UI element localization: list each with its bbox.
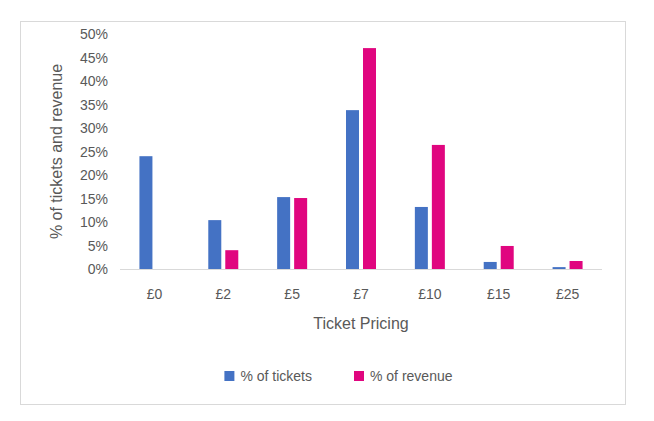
y-tick-label: 30% xyxy=(80,120,108,136)
chart-frame xyxy=(21,22,626,405)
y-tick-label: 15% xyxy=(80,191,108,207)
bar xyxy=(277,197,290,269)
x-tick-label: £25 xyxy=(556,286,580,302)
bar xyxy=(139,156,152,269)
bar xyxy=(501,246,514,269)
x-tick-label: £7 xyxy=(353,286,369,302)
x-tick-label: £10 xyxy=(418,286,442,302)
y-tick-label: 20% xyxy=(80,167,108,183)
legend-label: % of revenue xyxy=(370,368,453,384)
x-tick-label: £15 xyxy=(487,286,511,302)
y-tick-label: 0% xyxy=(88,261,108,277)
bar xyxy=(346,110,359,269)
bar xyxy=(363,48,376,269)
bar xyxy=(484,262,497,269)
bar xyxy=(553,267,566,269)
bar xyxy=(294,198,307,269)
y-tick-label: 50% xyxy=(80,26,108,42)
y-tick-label: 45% xyxy=(80,50,108,66)
y-tick-label: 40% xyxy=(80,73,108,89)
y-axis-label: % of tickets and revenue xyxy=(48,64,65,239)
bar xyxy=(415,207,428,269)
bar xyxy=(156,269,169,270)
x-tick-label: £2 xyxy=(215,286,231,302)
y-tick-label: 35% xyxy=(80,97,108,113)
legend-swatch xyxy=(354,371,364,381)
x-axis-label: Ticket Pricing xyxy=(313,315,408,332)
x-tick-label: £0 xyxy=(147,286,163,302)
bar xyxy=(225,250,238,269)
legend-label: % of tickets xyxy=(240,368,312,384)
y-tick-label: 25% xyxy=(80,144,108,160)
y-tick-label: 5% xyxy=(88,238,108,254)
chart: 0% 5% 10% 15% 20% 25% 30% 35% 40% 45% 50% % of tick… xyxy=(0,0,654,421)
bar xyxy=(208,220,221,269)
bar xyxy=(570,261,583,269)
bars xyxy=(139,48,582,269)
y-tick-label: 10% xyxy=(80,214,108,230)
x-axis-line xyxy=(120,269,602,270)
x-tick-label: £5 xyxy=(284,286,300,302)
legend-swatch xyxy=(224,371,234,381)
legend: % of tickets % of revenue xyxy=(224,368,452,384)
bar xyxy=(432,145,445,269)
